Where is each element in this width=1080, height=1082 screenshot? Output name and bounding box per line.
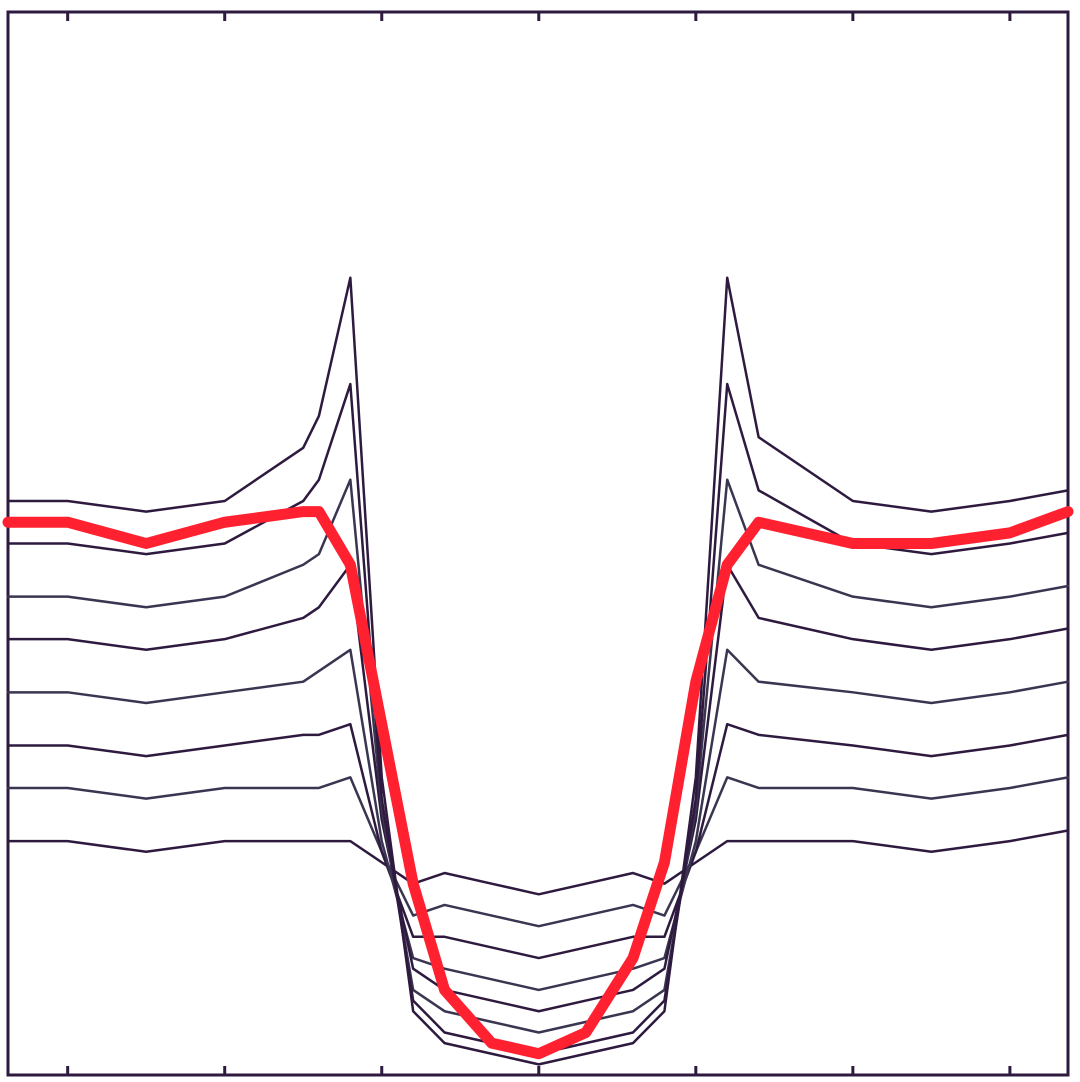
series-line <box>2 506 1074 1060</box>
series-line <box>6 276 1070 1066</box>
series-line <box>6 478 1070 1034</box>
series-line <box>6 722 1070 960</box>
series-line <box>6 648 1070 992</box>
series-line <box>6 776 1070 928</box>
series-line <box>6 829 1070 896</box>
series-line <box>6 563 1070 1013</box>
